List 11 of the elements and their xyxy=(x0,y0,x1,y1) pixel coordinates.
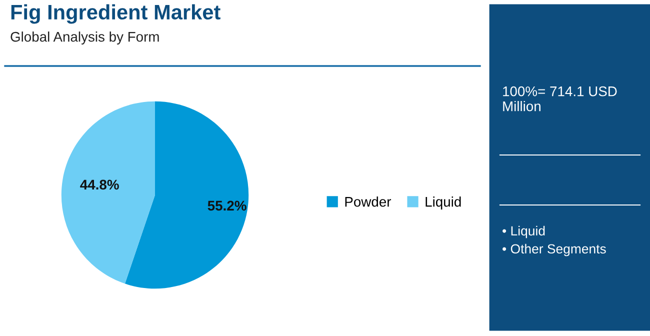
chart-title: Fig Ingredient Market xyxy=(11,4,220,24)
data-label: 55.2% xyxy=(208,200,246,211)
data-label: 44.8% xyxy=(80,180,119,190)
legend-label: Powder xyxy=(345,196,392,207)
chart-subtitle: Global Analysis by Form xyxy=(10,32,159,44)
text: 100%= 714.1 USD Million xyxy=(503,86,617,112)
legend-label: Liquid xyxy=(426,196,461,210)
text: • Liquid xyxy=(502,226,545,238)
pie-slice xyxy=(124,101,249,289)
text: • Other Segments xyxy=(502,244,606,256)
pie-slice xyxy=(61,101,155,284)
